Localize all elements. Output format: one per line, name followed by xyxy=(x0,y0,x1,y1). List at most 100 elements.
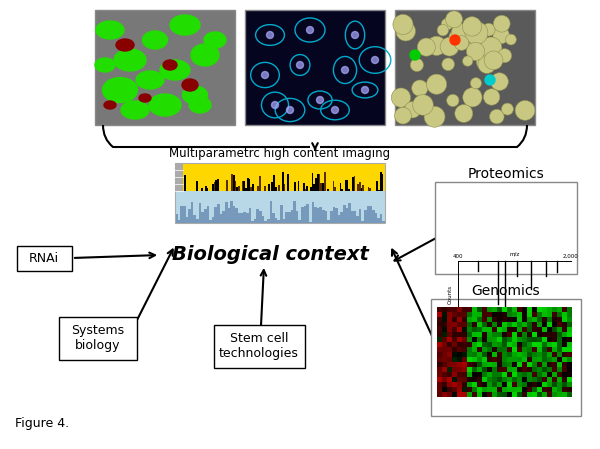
Bar xyxy=(442,392,446,397)
Bar xyxy=(542,347,547,352)
Bar xyxy=(532,337,537,342)
Bar xyxy=(537,387,542,392)
Bar xyxy=(497,382,502,387)
Bar xyxy=(224,182,226,191)
Bar xyxy=(447,332,452,337)
Bar xyxy=(269,201,272,223)
Bar xyxy=(502,352,506,357)
Bar xyxy=(497,352,502,357)
Bar xyxy=(306,204,309,223)
Bar xyxy=(512,342,517,347)
Bar xyxy=(185,217,188,223)
Bar xyxy=(280,179,282,191)
Ellipse shape xyxy=(486,55,500,69)
Bar xyxy=(462,382,467,387)
Bar xyxy=(512,317,517,322)
Bar xyxy=(552,332,557,337)
Bar xyxy=(542,317,547,322)
Bar xyxy=(492,392,497,397)
Bar xyxy=(467,382,472,387)
Bar xyxy=(185,180,187,191)
Bar xyxy=(497,367,502,372)
Bar xyxy=(522,352,527,357)
Bar xyxy=(502,357,506,362)
Bar xyxy=(547,313,552,317)
Bar xyxy=(467,337,472,342)
Bar xyxy=(532,387,537,392)
Bar xyxy=(552,337,557,342)
Ellipse shape xyxy=(136,71,164,89)
Bar xyxy=(452,327,457,332)
Bar xyxy=(301,207,304,223)
Bar xyxy=(542,337,547,342)
Bar xyxy=(452,372,457,377)
Bar xyxy=(522,377,527,382)
Bar xyxy=(527,352,532,357)
Bar xyxy=(437,382,442,387)
Ellipse shape xyxy=(287,106,293,114)
Bar xyxy=(457,307,462,312)
Bar xyxy=(374,188,376,191)
Bar xyxy=(175,191,385,223)
Bar xyxy=(507,342,512,347)
Bar xyxy=(502,362,506,367)
Bar xyxy=(457,313,462,317)
Bar xyxy=(364,210,367,223)
Bar xyxy=(382,221,385,223)
Bar xyxy=(567,313,572,317)
Bar xyxy=(452,347,457,352)
Bar xyxy=(487,337,492,342)
Bar xyxy=(477,332,482,337)
Ellipse shape xyxy=(442,58,454,70)
Bar xyxy=(246,213,248,223)
Bar xyxy=(437,317,442,322)
Bar xyxy=(487,313,492,317)
Bar xyxy=(201,188,203,191)
Bar xyxy=(437,342,442,347)
Bar xyxy=(437,347,442,352)
Bar xyxy=(557,372,562,377)
Bar xyxy=(517,382,522,387)
Ellipse shape xyxy=(470,78,482,89)
Bar xyxy=(512,392,517,397)
Bar xyxy=(345,180,347,191)
Ellipse shape xyxy=(493,15,510,32)
Bar xyxy=(467,392,472,397)
FancyBboxPatch shape xyxy=(59,317,137,360)
Bar xyxy=(214,207,217,223)
Bar xyxy=(308,187,310,191)
Bar xyxy=(532,352,537,357)
Bar xyxy=(497,372,502,377)
Bar xyxy=(457,332,462,337)
Bar xyxy=(557,387,562,392)
Bar xyxy=(537,347,542,352)
Bar xyxy=(462,362,467,367)
Bar xyxy=(352,177,353,191)
Bar xyxy=(472,317,476,322)
Bar xyxy=(522,307,527,312)
Bar xyxy=(512,387,517,392)
Bar xyxy=(222,175,224,191)
Bar xyxy=(502,392,506,397)
Bar xyxy=(507,352,512,357)
Text: Genomics: Genomics xyxy=(472,284,541,298)
Bar xyxy=(482,377,487,382)
Bar xyxy=(522,387,527,392)
Ellipse shape xyxy=(446,94,459,107)
Bar xyxy=(467,317,472,322)
Bar xyxy=(537,382,542,387)
Bar xyxy=(537,313,542,317)
Bar xyxy=(452,322,457,327)
Bar xyxy=(502,382,506,387)
Bar xyxy=(317,175,319,191)
Bar xyxy=(517,347,522,352)
Bar xyxy=(357,184,359,191)
Bar xyxy=(532,332,537,337)
Bar xyxy=(507,362,512,367)
Bar xyxy=(562,347,567,352)
Bar xyxy=(467,387,472,392)
Bar xyxy=(567,367,572,372)
Bar xyxy=(482,367,487,372)
Bar xyxy=(437,322,442,327)
Bar xyxy=(557,332,562,337)
